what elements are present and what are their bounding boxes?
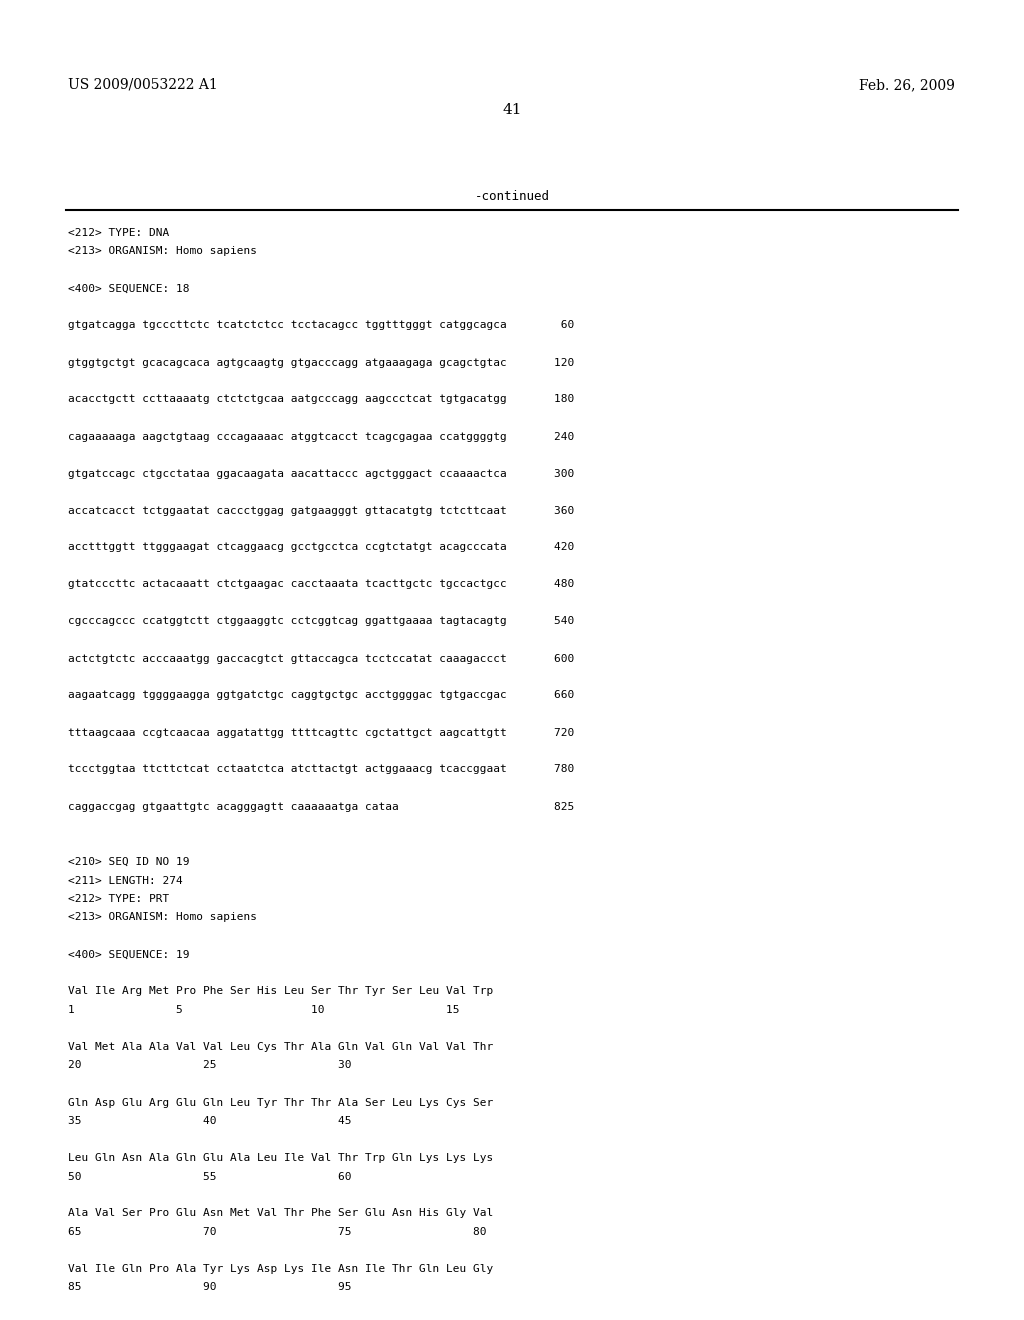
Text: <212> TYPE: DNA: <212> TYPE: DNA [68, 228, 169, 238]
Text: acctttggtt ttgggaagat ctcaggaacg gcctgcctca ccgtctatgt acagcccata       420: acctttggtt ttgggaagat ctcaggaacg gcctgcc… [68, 543, 574, 553]
Text: 85                  90                  95: 85 90 95 [68, 1283, 351, 1292]
Text: cagaaaaaga aagctgtaag cccagaaaac atggtcacct tcagcgagaa ccatggggtg       240: cagaaaaaga aagctgtaag cccagaaaac atggtca… [68, 432, 574, 441]
Text: accatcacct tctggaatat caccctggag gatgaagggt gttacatgtg tctcttcaat       360: accatcacct tctggaatat caccctggag gatgaag… [68, 506, 574, 516]
Text: gtatcccttc actacaaatt ctctgaagac cacctaaata tcacttgctc tgccactgcc       480: gtatcccttc actacaaatt ctctgaagac cacctaa… [68, 579, 574, 590]
Text: 20                  25                  30: 20 25 30 [68, 1060, 351, 1071]
Text: <210> SEQ ID NO 19: <210> SEQ ID NO 19 [68, 857, 189, 867]
Text: Val Ile Arg Met Pro Phe Ser His Leu Ser Thr Tyr Ser Leu Val Trp: Val Ile Arg Met Pro Phe Ser His Leu Ser … [68, 986, 494, 997]
Text: caggaccgag gtgaattgtc acagggagtt caaaaaatga cataa                       825: caggaccgag gtgaattgtc acagggagtt caaaaaa… [68, 801, 574, 812]
Text: -continued: -continued [474, 190, 550, 203]
Text: 1               5                   10                  15: 1 5 10 15 [68, 1005, 460, 1015]
Text: tttaagcaaa ccgtcaacaa aggatattgg ttttcagttc cgctattgct aagcattgtt       720: tttaagcaaa ccgtcaacaa aggatattgg ttttcag… [68, 727, 574, 738]
Text: 50                  55                  60: 50 55 60 [68, 1172, 351, 1181]
Text: Leu Gln Asn Ala Gln Glu Ala Leu Ile Val Thr Trp Gln Lys Lys Lys: Leu Gln Asn Ala Gln Glu Ala Leu Ile Val … [68, 1152, 494, 1163]
Text: 35                  40                  45: 35 40 45 [68, 1115, 351, 1126]
Text: 41: 41 [502, 103, 522, 117]
Text: <213> ORGANISM: Homo sapiens: <213> ORGANISM: Homo sapiens [68, 912, 257, 923]
Text: Ala Val Ser Pro Glu Asn Met Val Thr Phe Ser Glu Asn His Gly Val: Ala Val Ser Pro Glu Asn Met Val Thr Phe … [68, 1209, 494, 1218]
Text: Feb. 26, 2009: Feb. 26, 2009 [859, 78, 955, 92]
Text: gtgatccagc ctgcctataa ggacaagata aacattaccc agctgggact ccaaaactca       300: gtgatccagc ctgcctataa ggacaagata aacatta… [68, 469, 574, 479]
Text: <400> SEQUENCE: 19: <400> SEQUENCE: 19 [68, 949, 189, 960]
Text: gtggtgctgt gcacagcaca agtgcaagtg gtgacccagg atgaaagaga gcagctgtac       120: gtggtgctgt gcacagcaca agtgcaagtg gtgaccc… [68, 358, 574, 367]
Text: <213> ORGANISM: Homo sapiens: <213> ORGANISM: Homo sapiens [68, 247, 257, 256]
Text: tccctggtaa ttcttctcat cctaatctca atcttactgt actggaaacg tcaccggaat       780: tccctggtaa ttcttctcat cctaatctca atcttac… [68, 764, 574, 775]
Text: gtgatcagga tgcccttctc tcatctctcc tcctacagcc tggtttgggt catggcagca        60: gtgatcagga tgcccttctc tcatctctcc tcctaca… [68, 321, 574, 330]
Text: acacctgctt ccttaaaatg ctctctgcaa aatgcccagg aagccctcat tgtgacatgg       180: acacctgctt ccttaaaatg ctctctgcaa aatgccc… [68, 395, 574, 404]
Text: <212> TYPE: PRT: <212> TYPE: PRT [68, 894, 169, 904]
Text: 65                  70                  75                  80: 65 70 75 80 [68, 1228, 486, 1237]
Text: Val Ile Gln Pro Ala Tyr Lys Asp Lys Ile Asn Ile Thr Gln Leu Gly: Val Ile Gln Pro Ala Tyr Lys Asp Lys Ile … [68, 1265, 494, 1274]
Text: cgcccagccc ccatggtctt ctggaaggtc cctcggtcag ggattgaaaa tagtacagtg       540: cgcccagccc ccatggtctt ctggaaggtc cctcggt… [68, 616, 574, 627]
Text: actctgtctc acccaaatgg gaccacgtct gttaccagca tcctccatat caaagaccct       600: actctgtctc acccaaatgg gaccacgtct gttacca… [68, 653, 574, 664]
Text: Gln Asp Glu Arg Glu Gln Leu Tyr Thr Thr Ala Ser Leu Lys Cys Ser: Gln Asp Glu Arg Glu Gln Leu Tyr Thr Thr … [68, 1097, 494, 1107]
Text: Val Met Ala Ala Val Val Leu Cys Thr Ala Gln Val Gln Val Val Thr: Val Met Ala Ala Val Val Leu Cys Thr Ala … [68, 1041, 494, 1052]
Text: <400> SEQUENCE: 18: <400> SEQUENCE: 18 [68, 284, 189, 293]
Text: US 2009/0053222 A1: US 2009/0053222 A1 [68, 78, 218, 92]
Text: aagaatcagg tggggaagga ggtgatctgc caggtgctgc acctggggac tgtgaccgac       660: aagaatcagg tggggaagga ggtgatctgc caggtgc… [68, 690, 574, 701]
Text: <211> LENGTH: 274: <211> LENGTH: 274 [68, 875, 182, 886]
